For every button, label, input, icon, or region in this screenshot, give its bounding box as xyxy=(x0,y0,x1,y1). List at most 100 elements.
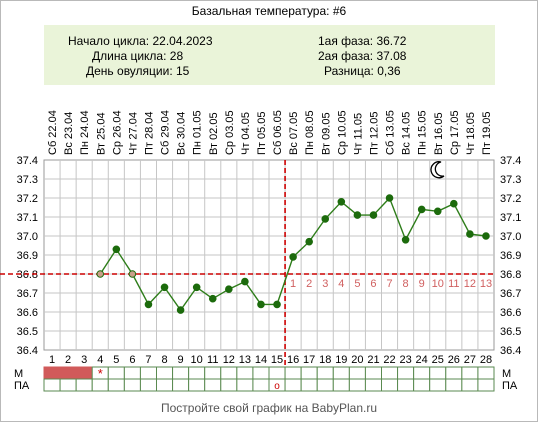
day-number: 25 xyxy=(432,354,444,366)
menstruation-cell xyxy=(364,366,382,380)
y-tick-label-left: 36.6 xyxy=(17,307,38,319)
day-number: 6 xyxy=(129,354,135,366)
intercourse-cell xyxy=(156,378,174,392)
intercourse-cell xyxy=(381,378,399,392)
menstruation-cell xyxy=(477,366,495,380)
day-number: 2 xyxy=(65,354,71,366)
date-label: Вт 25.04 xyxy=(95,112,107,155)
intercourse-cell xyxy=(429,378,447,392)
date-label: Вт 16.05 xyxy=(433,112,445,155)
temperature-point xyxy=(417,205,426,214)
y-tick-label-left: 37.3 xyxy=(17,174,38,186)
y-tick-label-left: 36.9 xyxy=(17,250,38,262)
intercourse-cell xyxy=(139,378,158,392)
menstruation-cell xyxy=(348,366,366,380)
temperature-point xyxy=(225,285,233,294)
day-number: 23 xyxy=(399,354,411,366)
day-number: 24 xyxy=(416,354,428,366)
menstruation-cell xyxy=(381,366,399,380)
menstruation-cell xyxy=(75,366,93,380)
day-number: 19 xyxy=(335,354,347,366)
menstruation-cell xyxy=(252,366,270,380)
cycle-length-label: Длина цикла: xyxy=(92,49,167,63)
footer-link[interactable]: Постройте свой график на BabyPlan.ru xyxy=(160,401,378,415)
day-number: 9 xyxy=(178,354,184,366)
temperature-point xyxy=(144,300,153,309)
date-label: Пт 12.05 xyxy=(368,111,380,155)
date-label: Сб 13.05 xyxy=(385,110,397,155)
phase1-label: 1ая фаза: xyxy=(318,34,374,48)
intercourse-cell xyxy=(188,378,206,392)
ovulation-day-value: 15 xyxy=(176,64,190,78)
date-label: Вс 07.05 xyxy=(288,112,300,155)
menstruation-cell xyxy=(43,366,61,380)
intercourse-cell xyxy=(43,378,61,392)
day-number: 17 xyxy=(303,354,315,366)
cycle-summary: Начало цикла: 22.04.2023 Длина цикла: 28… xyxy=(44,25,495,85)
phase2-day-label: 6 xyxy=(370,278,376,290)
phase2-day-label: 3 xyxy=(322,278,328,290)
y-tick-label-right: 36.7 xyxy=(500,288,521,300)
temperature-point xyxy=(160,283,169,292)
phase1-row: 1ая фаза: 36.72 xyxy=(318,34,406,48)
date-label: Пн 24.04 xyxy=(79,110,91,155)
date-label: Чт 11.05 xyxy=(352,113,364,155)
y-tick-label-left: 37.2 xyxy=(17,193,38,205)
menstruation-cell xyxy=(188,366,206,380)
menstruation-cell xyxy=(316,366,334,380)
phase2-day-label: 7 xyxy=(386,278,392,290)
temperature-point xyxy=(289,253,297,261)
phase2-day-label: 4 xyxy=(338,278,344,290)
phase2-day-label: 11 xyxy=(448,278,459,290)
cycle-length-value: 28 xyxy=(169,49,184,63)
day-number: 18 xyxy=(319,354,331,366)
date-label: Ср 03.05 xyxy=(224,110,236,155)
day-number: 4 xyxy=(97,354,103,366)
temperature-point xyxy=(482,232,490,240)
day-number: 7 xyxy=(145,354,151,366)
intercourse-cell xyxy=(364,378,382,392)
day-number: 16 xyxy=(287,354,299,366)
menstruation-cell xyxy=(220,366,238,380)
menstruation-cell xyxy=(413,366,431,380)
day-number: 27 xyxy=(464,354,476,366)
day-number: 22 xyxy=(383,354,395,366)
temperature-point xyxy=(257,300,265,309)
menstruation-cell xyxy=(332,366,350,380)
menstruation-cell xyxy=(461,366,479,380)
temperature-point xyxy=(433,207,442,216)
temperature-point xyxy=(401,236,410,244)
intercourse-cell xyxy=(348,378,366,392)
y-tick-label-right: 37.4 xyxy=(500,155,521,167)
day-number: 3 xyxy=(81,354,87,366)
intercourse-cell xyxy=(461,378,479,392)
day-number: 12 xyxy=(223,354,235,366)
intercourse-cell xyxy=(284,378,302,392)
temperature-point xyxy=(96,270,105,278)
pa-mark: o xyxy=(274,381,280,392)
intercourse-cell xyxy=(75,378,93,392)
menstruation-cell xyxy=(172,366,190,380)
menstruation-cell xyxy=(429,366,447,380)
y-tick-label-right: 36.4 xyxy=(500,345,521,357)
date-label: Вс 14.05 xyxy=(401,112,413,155)
phase2-row: 2ая фаза: 37.08 xyxy=(318,49,406,63)
row-label-pa: ПА xyxy=(14,380,30,392)
intercourse-cell xyxy=(300,378,318,392)
y-tick-label-left: 37.1 xyxy=(17,212,38,224)
menstruation-cell xyxy=(236,366,254,380)
intercourse-cell xyxy=(204,378,222,392)
ovulation-day-label: День овуляции: xyxy=(86,64,173,78)
day-number: 5 xyxy=(113,354,119,366)
intercourse-cell xyxy=(236,378,254,392)
date-label: Вт 02.05 xyxy=(208,112,220,155)
date-label: Пн 01.05 xyxy=(192,110,204,155)
intercourse-cell xyxy=(252,378,270,392)
y-tick-label-left: 37.0 xyxy=(17,231,38,243)
phase1-value: 36.72 xyxy=(376,34,407,48)
phase2-day-label: 12 xyxy=(464,278,476,290)
day-number: 8 xyxy=(161,354,167,366)
temperature-point xyxy=(128,270,137,278)
date-label: Пн 08.05 xyxy=(304,110,316,155)
y-tick-label-right: 36.8 xyxy=(500,269,521,281)
